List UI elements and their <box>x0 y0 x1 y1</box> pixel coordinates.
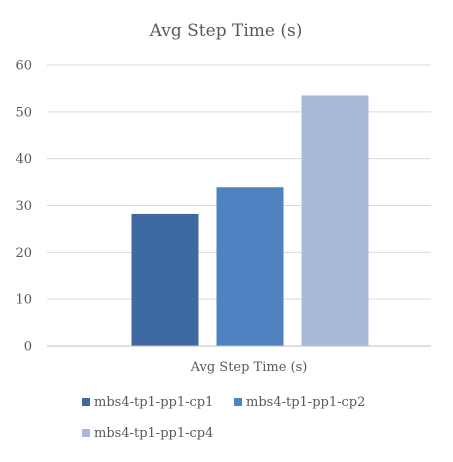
legend-label: mbs4-tp1-pp1-cp4 <box>94 426 213 441</box>
bars <box>131 95 369 346</box>
legend-swatch <box>82 398 90 406</box>
y-tick-label: 0 <box>24 340 32 355</box>
bar-mbs4-tp1-pp1-cp4 <box>301 95 369 346</box>
chart-title: Avg Step Time (s) <box>149 21 303 41</box>
bar-mbs4-tp1-pp1-cp2 <box>216 187 284 346</box>
y-tick-label: 40 <box>15 152 32 167</box>
y-tick-label: 10 <box>15 293 32 308</box>
bar-mbs4-tp1-pp1-cp1 <box>131 213 199 346</box>
y-tick-label: 60 <box>15 59 32 74</box>
y-tick-label: 20 <box>15 246 32 261</box>
legend: mbs4-tp1-pp1-cp1 mbs4-tp1-pp1-cp2 mbs4-tp1… <box>82 395 365 441</box>
legend-swatch <box>82 429 90 437</box>
legend-swatch <box>234 398 242 406</box>
x-category-label: Avg Step Time (s) <box>190 360 308 375</box>
y-axis-ticks: 0 10 20 30 40 50 60 <box>15 59 32 355</box>
y-tick-label: 50 <box>15 105 32 120</box>
y-tick-label: 30 <box>15 199 32 214</box>
legend-label: mbs4-tp1-pp1-cp2 <box>246 395 365 410</box>
legend-label: mbs4-tp1-pp1-cp1 <box>94 395 213 410</box>
